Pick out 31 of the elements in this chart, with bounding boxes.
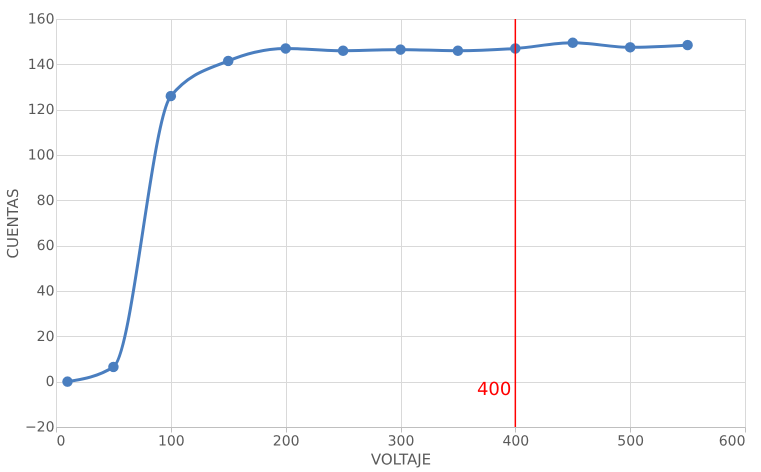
x-tick-label: 500 [617, 434, 644, 450]
point [223, 56, 234, 66]
x-tick-label: 200 [272, 434, 300, 450]
point [166, 90, 176, 102]
x-tick-label: 300 [388, 434, 414, 450]
y-tick-label: 40 [36, 284, 54, 300]
y-tick-label: 160 [28, 12, 54, 28]
y-tick-label: 140 [28, 56, 54, 73]
x-tick-label: 600 [718, 434, 746, 450]
point [624, 42, 636, 53]
y-axis-title: CUENTAS [4, 188, 22, 258]
point [568, 38, 578, 48]
x-tick-label: 0 [56, 434, 66, 450]
point [395, 44, 406, 55]
x-tick-label: 400 [502, 434, 530, 450]
point [338, 46, 348, 56]
y-tick-label: −20 [24, 420, 54, 436]
point [62, 376, 73, 387]
ref-line-label: 400 [476, 379, 512, 400]
y-tick-label: 60 [36, 238, 54, 254]
y-tick-label: 120 [28, 102, 54, 118]
y-tick-label: 80 [36, 192, 54, 209]
point [452, 46, 464, 56]
y-tick-label: 100 [28, 148, 54, 164]
point [280, 43, 291, 54]
y-tick-label: 20 [36, 328, 54, 345]
point [682, 40, 693, 50]
x-tick-label: 100 [158, 434, 185, 450]
y-tick-label: 0 [46, 374, 54, 390]
x-axis-title: VOLTAJE [370, 450, 432, 468]
point [108, 362, 119, 372]
